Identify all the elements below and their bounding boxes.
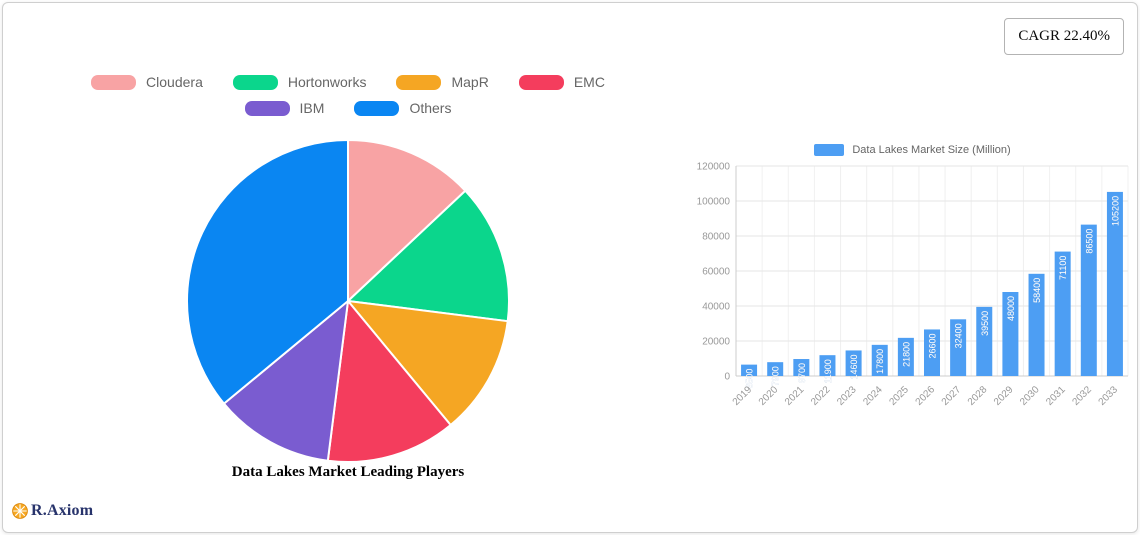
- bar-2028[interactable]: [976, 306, 993, 376]
- legend-item-cloudera[interactable]: Cloudera: [91, 74, 203, 90]
- bar-value-label: 86500: [1084, 229, 1094, 254]
- pie-slice-ibm[interactable]: [222, 300, 349, 462]
- pie-legend-row: IBM Others: [38, 100, 658, 116]
- legend-item-others[interactable]: Others: [354, 100, 451, 116]
- bar-2027[interactable]: [950, 319, 967, 376]
- legend-swatch: [232, 74, 278, 90]
- y-axis-tick-label: 100000: [697, 197, 731, 208]
- x-axis-tick-label: 2021: [783, 384, 807, 408]
- bar-2020[interactable]: [767, 362, 784, 376]
- legend-swatch: [518, 74, 564, 90]
- y-axis-tick-label: 120000: [697, 162, 731, 173]
- bar-legend-label: Data Lakes Market Size (Million): [852, 144, 1011, 156]
- pie-slice-others[interactable]: [186, 139, 349, 405]
- legend-swatch: [91, 74, 137, 90]
- bar-value-label: 26600: [928, 333, 938, 358]
- pie-slice-mapr[interactable]: [347, 300, 509, 427]
- bar-2021[interactable]: [793, 359, 810, 376]
- x-axis-tick-label: 2028: [966, 384, 990, 408]
- bar-value-label: 14600: [849, 354, 859, 379]
- legend-label: Cloudera: [146, 74, 203, 90]
- y-axis-tick-label: 60000: [702, 267, 730, 278]
- legend-swatch: [354, 100, 400, 116]
- bar-value-label: 6500: [745, 369, 755, 389]
- pie-chart-svg: [186, 139, 510, 463]
- bar-value-label: 21800: [901, 342, 911, 367]
- bar-2029[interactable]: [1002, 292, 1019, 376]
- bar-2030[interactable]: [1028, 273, 1045, 376]
- x-axis-tick-label: 2022: [809, 384, 833, 408]
- y-axis-tick-label: 40000: [702, 302, 730, 313]
- x-axis-tick-label: 2024: [861, 384, 885, 408]
- bar-2025[interactable]: [897, 337, 914, 376]
- x-axis-tick-label: 2033: [1097, 384, 1121, 408]
- bar-2024[interactable]: [871, 344, 888, 376]
- bar-value-label: 32400: [954, 323, 964, 348]
- legend-swatch: [244, 100, 290, 116]
- bar-value-label: 105200: [1110, 196, 1120, 226]
- bar-value-label: 9700: [797, 363, 807, 383]
- cagr-badge: CAGR 22.40%: [1004, 18, 1124, 55]
- y-axis-tick-label: 80000: [702, 232, 730, 243]
- legend-label: EMC: [573, 74, 605, 90]
- x-axis-tick-label: 2025: [887, 384, 911, 408]
- bar-2033[interactable]: [1106, 191, 1123, 376]
- bar-legend[interactable]: Data Lakes Market Size (Million): [690, 140, 1135, 160]
- legend-item-hortonworks[interactable]: Hortonworks: [232, 74, 367, 90]
- bar-2022[interactable]: [819, 355, 836, 376]
- bar-2023[interactable]: [845, 350, 862, 376]
- legend-item-emc[interactable]: EMC: [518, 74, 605, 90]
- pie-title: Data Lakes Market Leading Players: [231, 464, 465, 480]
- orange-slice-icon: [12, 503, 28, 519]
- legend-swatch: [396, 74, 442, 90]
- bar-value-label: 58400: [1032, 278, 1042, 303]
- x-axis-tick-label: 2030: [1018, 384, 1042, 408]
- bar-value-label: 11900: [823, 359, 833, 383]
- bar-chart-svg: 0200004000060000800001000001200006500201…: [697, 162, 1129, 408]
- bar-2019[interactable]: [741, 364, 758, 376]
- x-axis-tick-label: 2027: [940, 384, 964, 408]
- pie-slice-cloudera[interactable]: [347, 139, 467, 302]
- bar-value-label: 39500: [980, 311, 990, 336]
- bar-value-label: 7900: [771, 366, 781, 386]
- y-axis-tick-label: 0: [724, 372, 730, 383]
- logo: R.Axiom: [12, 502, 93, 520]
- legend-label: IBM: [299, 100, 325, 116]
- x-axis-tick-label: 2031: [1044, 384, 1068, 408]
- bar-value-label: 17800: [875, 349, 885, 374]
- pie-legend: Cloudera Hortonworks MapR EMC IBM Others: [38, 74, 658, 116]
- bar-chart: Data Lakes Market Size (Million) 0 20000 4…: [690, 140, 1135, 427]
- legend-label: MapR: [451, 74, 489, 90]
- bar-value-label: 71100: [1058, 256, 1068, 280]
- pie-slice-hortonworks[interactable]: [347, 189, 510, 323]
- pie-legend-row: Cloudera Hortonworks MapR EMC: [38, 74, 658, 90]
- bar-value-label: 48000: [1006, 296, 1016, 321]
- legend-label: Hortonworks: [287, 74, 367, 90]
- x-axis-tick-label: 2020: [757, 384, 781, 408]
- bar-2031[interactable]: [1054, 251, 1071, 376]
- pie-slice-emc[interactable]: [326, 300, 452, 463]
- y-axis-tick-label: 20000: [702, 337, 730, 348]
- x-axis-tick-label: 2029: [992, 384, 1016, 408]
- x-axis-tick-label: 2023: [835, 384, 859, 408]
- legend-item-ibm[interactable]: IBM: [244, 100, 325, 116]
- legend-item-mapr[interactable]: MapR: [396, 74, 489, 90]
- bar-2032[interactable]: [1080, 224, 1097, 376]
- logo-text: R.Axiom: [31, 502, 94, 519]
- bar-2026[interactable]: [924, 329, 940, 376]
- bar-legend-swatch: [814, 144, 845, 156]
- x-axis-tick-label: 2032: [1070, 384, 1094, 408]
- x-axis-tick-label: 2026: [914, 384, 938, 408]
- legend-label: Others: [409, 100, 452, 116]
